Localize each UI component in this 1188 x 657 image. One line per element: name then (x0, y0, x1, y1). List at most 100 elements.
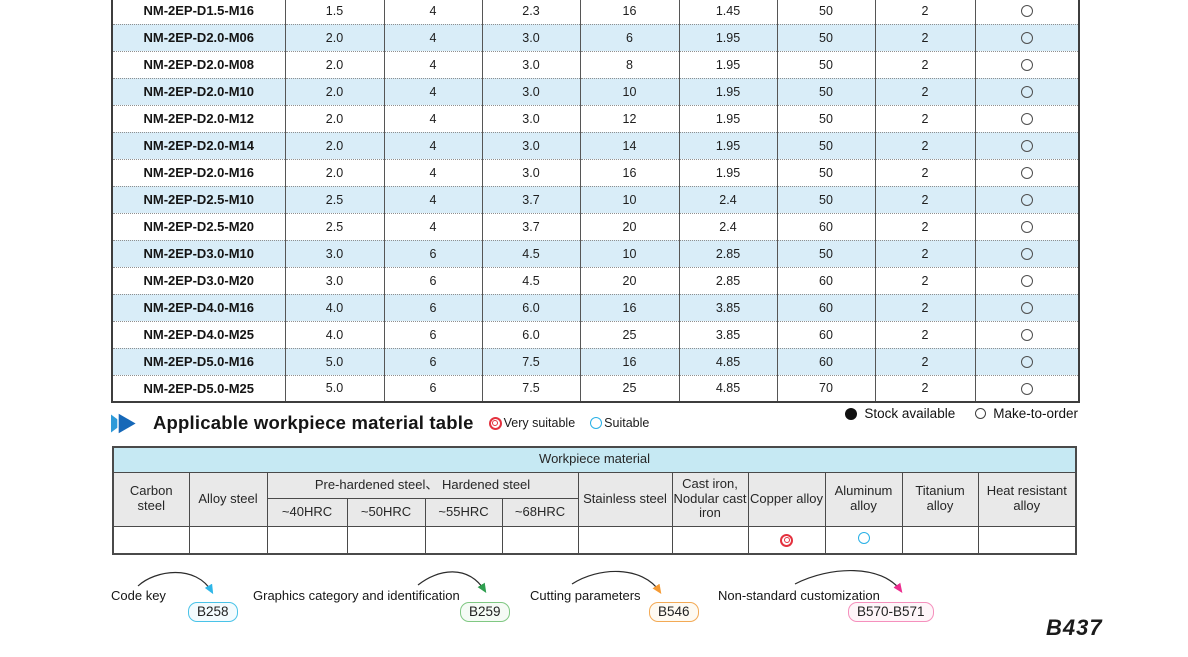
value-cell: 6.0 (481, 320, 580, 348)
material-table-title: Workpiece material (112, 446, 1077, 473)
code-key-label: Code key (111, 588, 166, 603)
value-cell: 10 (579, 77, 679, 105)
make-to-order-icon (1020, 113, 1033, 126)
stock-cell (974, 23, 1079, 51)
value-cell: 2 (874, 293, 975, 321)
stock-cell (974, 185, 1079, 213)
make-to-order-icon (1020, 329, 1033, 342)
model-cell: NM-2EP-D2.0-M16 (112, 158, 285, 186)
model-cell: NM-2EP-D2.0-M06 (112, 23, 285, 51)
make-to-order-icon (1020, 275, 1033, 288)
value-cell: 4 (383, 0, 482, 24)
header-cell-titanium-alloy: Titanium alloy (901, 471, 979, 527)
page-ref-b258[interactable]: B258 (188, 602, 238, 622)
double-chevron-icon (111, 411, 139, 435)
very-suitable-legend: Very suitable (488, 416, 576, 430)
model-cell: NM-2EP-D1.5-M16 (143, 3, 255, 19)
value-cell: 2 (874, 50, 975, 78)
make-to-order-icon (1020, 5, 1033, 18)
value-cell: 5.0 (284, 347, 384, 375)
value-cell: 20 (579, 212, 679, 240)
value-cell: 2.0 (284, 77, 384, 105)
value-cell: 3.0 (284, 266, 384, 294)
value-cell: 50 (776, 50, 875, 78)
value-cell: 4.5 (481, 266, 580, 294)
model-cell: NM-2EP-D2.0-M08 (112, 50, 285, 78)
rating-cell-copper (747, 525, 826, 555)
value-cell: 3.0 (284, 239, 384, 267)
cutting-parameters-label: Cutting parameters (530, 588, 641, 603)
value-cell: 70 (776, 374, 875, 402)
value-cell: 3.0 (481, 77, 580, 105)
make-to-order-icon (1020, 248, 1033, 261)
value-cell: 16 (579, 0, 679, 24)
header-cell-stainless-steel: Stainless steel (577, 471, 673, 527)
make-to-order-icon (1020, 59, 1033, 72)
value-cell: 4 (383, 185, 482, 213)
value-cell: 2.85 (678, 266, 777, 294)
value-cell: 3.0 (481, 50, 580, 78)
page-ref-b259[interactable]: B259 (460, 602, 510, 622)
rating-cell-heat-resistant (977, 525, 1077, 555)
value-cell: 3.7 (481, 185, 580, 213)
value-cell: 4.5 (481, 239, 580, 267)
model-cell: NM-2EP-D3.0-M10 (112, 239, 285, 267)
value-cell: 2.0 (284, 158, 384, 186)
model-cell: NM-2EP-D2.0-M10 (112, 77, 285, 105)
value-cell: 2 (874, 131, 975, 159)
value-cell: 2.0 (284, 50, 384, 78)
value-cell: 20 (579, 266, 679, 294)
value-cell: 10 (579, 239, 679, 267)
value-cell: 50 (776, 239, 875, 267)
value-cell: 25 (579, 374, 679, 402)
value-cell: 4.85 (678, 374, 777, 402)
stock-cell (974, 212, 1079, 240)
very-suitable-label: Very suitable (503, 416, 576, 430)
table-row: NM-2EP-D3.0-M20 3.0 6 4.5 20 2.85 60 2 (112, 266, 1079, 294)
value-cell: 8 (579, 50, 679, 78)
value-cell: 50 (776, 77, 875, 105)
table-row: NM-2EP-D2.0-M10 2.0 4 3.0 10 1.95 50 2 (112, 77, 1079, 105)
model-cell: NM-2EP-D4.0-M25 (112, 320, 285, 348)
value-cell: 14 (579, 131, 679, 159)
value-cell: 7.5 (481, 347, 580, 375)
value-cell: 3.0 (481, 158, 580, 186)
model-cell: NM-2EP-D2.0-M14 (112, 131, 285, 159)
value-cell: 2.0 (284, 23, 384, 51)
page-ref-b546[interactable]: B546 (649, 602, 699, 622)
table-row: NM-2EP-D5.0-M25 5.0 6 7.5 25 4.85 70 2 (112, 374, 1079, 402)
make-to-order-icon (1020, 382, 1033, 395)
suitable-label: Suitable (604, 416, 650, 430)
value-cell: 7.5 (481, 374, 580, 402)
value-cell: 4.85 (678, 347, 777, 375)
value-cell: 50 (776, 131, 875, 159)
value-cell: 5.0 (284, 374, 384, 402)
value-cell: 1.5 (284, 0, 384, 24)
stock-cell (974, 347, 1079, 375)
graphics-category-label: Graphics category and identification (253, 588, 460, 603)
value-cell: 1.95 (678, 23, 777, 51)
value-cell: 2.5 (284, 212, 384, 240)
rating-cell-alloy (188, 525, 268, 555)
value-cell: 25 (579, 320, 679, 348)
non-standard-customization-label: Non-standard customization (718, 588, 880, 603)
value-cell: 12 (579, 104, 679, 132)
stock-cell (974, 374, 1079, 402)
value-cell: 2 (874, 77, 975, 105)
model-cell: NM-2EP-D5.0-M25 (112, 374, 285, 402)
value-cell: 2 (874, 23, 975, 51)
value-cell: 6 (383, 320, 482, 348)
model-cell: NM-2EP-D2.5-M20 (112, 212, 285, 240)
value-cell: 6 (383, 374, 482, 402)
value-cell: 3.85 (678, 293, 777, 321)
stock-cell (974, 320, 1079, 348)
page-ref-b570-b571[interactable]: B570-B571 (848, 602, 934, 622)
value-cell: 4 (383, 77, 482, 105)
value-cell: 50 (776, 158, 875, 186)
header-cell-cast-iron: Cast iron, Nodular cast iron (671, 471, 749, 527)
value-cell: 16 (579, 293, 679, 321)
value-cell: 60 (776, 347, 875, 375)
value-cell: 2 (874, 185, 975, 213)
value-cell: 2 (874, 212, 975, 240)
value-cell: 4.0 (284, 293, 384, 321)
